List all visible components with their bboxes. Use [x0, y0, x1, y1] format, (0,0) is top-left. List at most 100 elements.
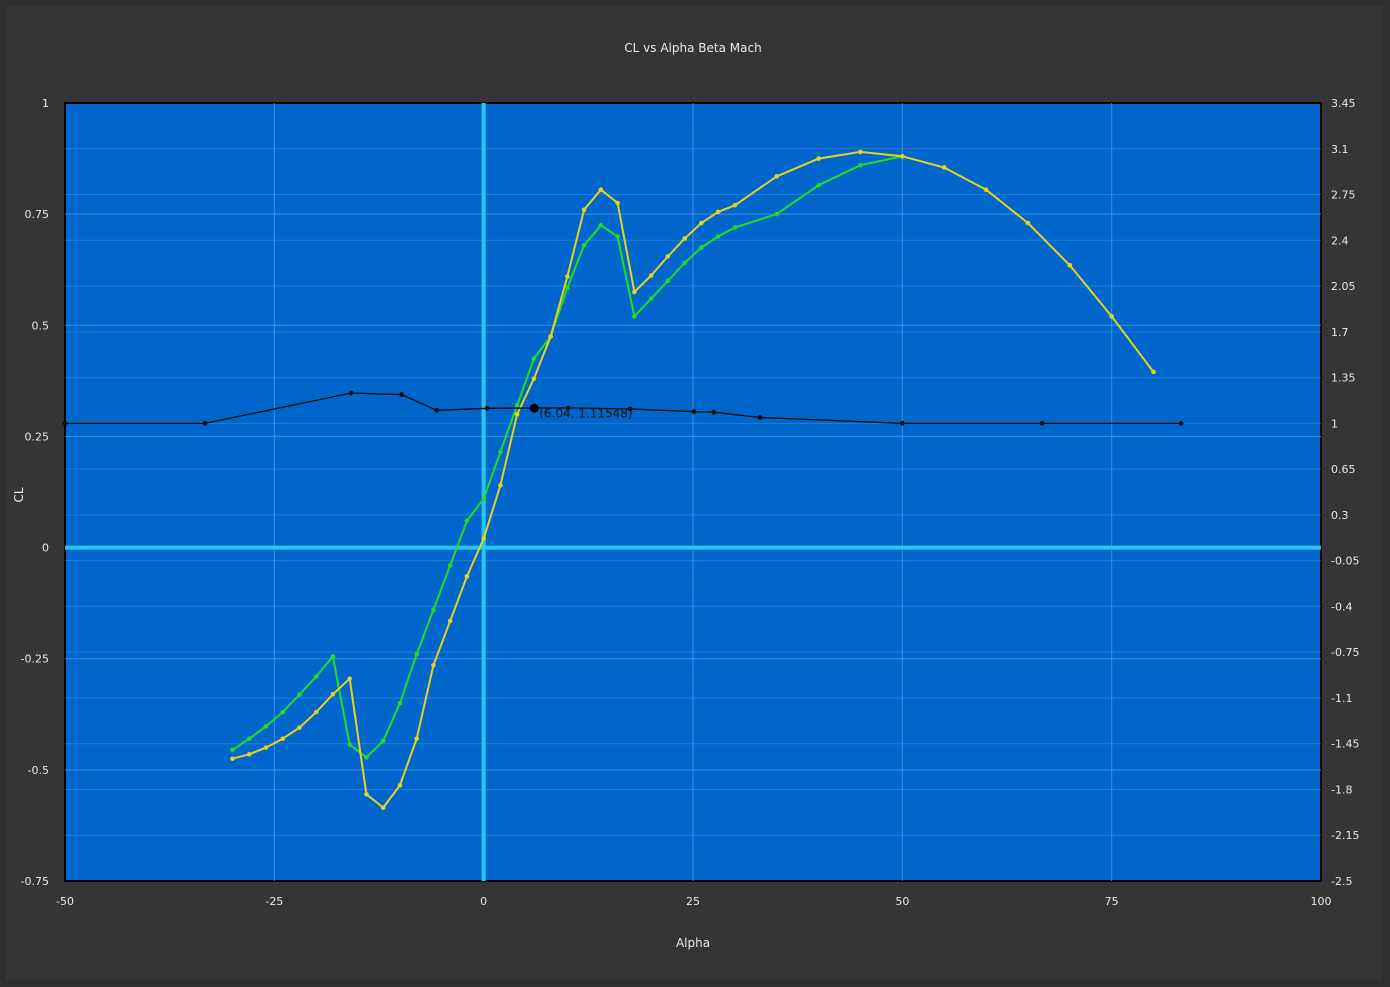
data-point-yellow[interactable] — [900, 154, 905, 159]
data-point-black[interactable] — [757, 415, 763, 420]
chart-frame: CL vs Alpha Beta Mach (6.04, 1.11548) -5… — [6, 6, 1382, 980]
data-point-black[interactable] — [202, 421, 208, 426]
highlight-point[interactable] — [529, 403, 539, 413]
data-point-green[interactable] — [380, 738, 386, 744]
data-point-yellow[interactable] — [313, 709, 319, 715]
data-point-green[interactable] — [858, 162, 863, 168]
data-point-green[interactable] — [715, 234, 721, 239]
data-point-yellow[interactable] — [498, 483, 503, 488]
data-point-black[interactable] — [349, 390, 354, 396]
data-point-green[interactable] — [297, 692, 302, 698]
data-point-yellow[interactable] — [531, 376, 537, 381]
data-point-yellow[interactable] — [514, 411, 520, 417]
data-point-green[interactable] — [246, 736, 252, 742]
data-point-black[interactable] — [900, 421, 905, 426]
data-point-yellow[interactable] — [1025, 220, 1031, 226]
data-point-yellow[interactable] — [246, 751, 252, 757]
data-point-yellow[interactable] — [858, 149, 863, 155]
data-point-green[interactable] — [732, 225, 738, 230]
data-point-black[interactable] — [627, 406, 633, 412]
data-point-black[interactable] — [711, 409, 717, 415]
data-point-yellow[interactable] — [414, 736, 419, 742]
y2-tick-label: 2.4 — [1331, 234, 1349, 247]
data-point-green[interactable] — [313, 674, 319, 679]
data-point-yellow[interactable] — [632, 289, 637, 295]
data-point-green[interactable] — [431, 607, 436, 613]
y2-tick-label: 0.3 — [1331, 509, 1349, 522]
data-point-green[interactable] — [230, 747, 235, 753]
data-point-green[interactable] — [447, 563, 453, 568]
data-point-yellow[interactable] — [1151, 369, 1156, 375]
data-point-green[interactable] — [280, 709, 286, 715]
y2-tick-label: -1.1 — [1331, 692, 1352, 705]
y-tick-label: -0.25 — [21, 653, 49, 666]
data-point-yellow[interactable] — [397, 783, 403, 788]
data-point-yellow[interactable] — [481, 536, 486, 541]
x-tick-label: 50 — [895, 895, 909, 908]
data-point-green[interactable] — [632, 314, 637, 319]
data-point-green[interactable] — [347, 742, 352, 747]
data-point-green[interactable] — [464, 518, 470, 524]
data-point-green[interactable] — [682, 260, 687, 266]
data-point-black[interactable] — [691, 409, 697, 414]
data-point-black[interactable] — [1039, 421, 1045, 426]
data-point-green[interactable] — [364, 755, 369, 760]
data-point-yellow[interactable] — [699, 220, 704, 226]
data-point-green[interactable] — [565, 285, 570, 290]
data-point-green[interactable] — [531, 356, 537, 361]
data-point-green[interactable] — [816, 182, 821, 188]
data-point-green[interactable] — [414, 651, 419, 657]
data-point-yellow[interactable] — [615, 200, 620, 206]
data-point-black[interactable] — [399, 392, 404, 397]
data-point-yellow[interactable] — [380, 805, 386, 810]
chart-title: CL vs Alpha Beta Mach — [624, 41, 761, 55]
data-point-yellow[interactable] — [548, 334, 553, 339]
data-point-yellow[interactable] — [732, 202, 738, 208]
data-point-green[interactable] — [498, 449, 503, 455]
data-point-green[interactable] — [615, 234, 620, 239]
data-point-yellow[interactable] — [665, 254, 671, 259]
data-point-green[interactable] — [774, 211, 780, 217]
data-point-yellow[interactable] — [581, 207, 587, 212]
data-point-yellow[interactable] — [682, 236, 687, 241]
data-point-yellow[interactable] — [447, 618, 453, 624]
data-point-yellow[interactable] — [774, 174, 780, 179]
data-point-black[interactable] — [565, 405, 571, 411]
data-point-green[interactable] — [581, 242, 587, 248]
data-point-yellow[interactable] — [941, 165, 947, 170]
data-point-yellow[interactable] — [816, 156, 821, 161]
data-point-yellow[interactable] — [983, 187, 989, 192]
data-point-yellow[interactable] — [431, 663, 436, 668]
data-point-green[interactable] — [481, 496, 486, 501]
y-tick-label: -0.75 — [21, 875, 49, 888]
data-point-green[interactable] — [514, 403, 520, 408]
data-point-green[interactable] — [665, 278, 671, 284]
data-point-yellow[interactable] — [347, 676, 352, 682]
data-point-yellow[interactable] — [263, 745, 269, 750]
data-point-yellow[interactable] — [648, 273, 654, 278]
data-point-yellow[interactable] — [715, 209, 721, 215]
data-point-green[interactable] — [397, 700, 403, 706]
data-point-green[interactable] — [263, 723, 269, 729]
data-point-green[interactable] — [648, 296, 654, 301]
data-point-yellow[interactable] — [565, 274, 570, 279]
data-point-black[interactable] — [434, 407, 440, 413]
y2-tick-label: 1.35 — [1331, 372, 1356, 385]
series-line-black[interactable] — [65, 392, 1182, 425]
data-point-yellow[interactable] — [280, 736, 286, 742]
data-point-yellow[interactable] — [230, 756, 235, 762]
data-point-yellow[interactable] — [464, 574, 470, 579]
data-point-black[interactable] — [1178, 421, 1184, 426]
data-point-black[interactable] — [62, 421, 68, 426]
data-point-yellow[interactable] — [598, 187, 604, 192]
data-point-yellow[interactable] — [297, 725, 302, 730]
data-point-green[interactable] — [699, 245, 704, 250]
data-point-yellow[interactable] — [1067, 262, 1073, 268]
data-point-yellow[interactable] — [364, 792, 369, 797]
y-axis-title: CL — [12, 487, 26, 502]
data-point-black[interactable] — [484, 406, 490, 411]
data-point-green[interactable] — [330, 654, 336, 659]
data-point-yellow[interactable] — [330, 691, 336, 697]
data-point-green[interactable] — [598, 222, 604, 228]
data-point-yellow[interactable] — [1109, 314, 1114, 319]
